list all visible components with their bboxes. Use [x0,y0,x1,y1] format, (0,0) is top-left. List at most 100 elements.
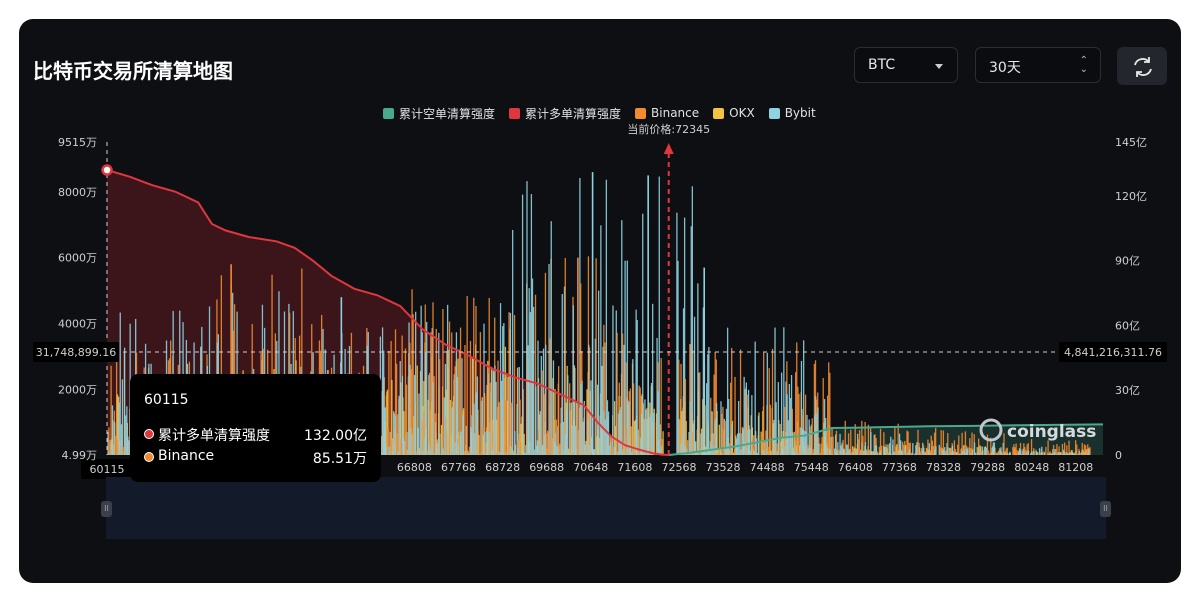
liquidation-bar-bybit [751,395,753,455]
liquidation-bar-binance [731,347,733,455]
liquidation-bar-binance [415,451,418,455]
chart-card: 比特币交易所清算地图 BTC 30天 ⌃ ⌄ 累计空单清算强度 累计多单清算强度 … [19,19,1181,583]
liquidation-bar-bybit [472,358,474,455]
liquidation-bar-binance [603,324,605,455]
legend-item-short[interactable]: 累计空单清算强度 [383,105,495,121]
liquidation-bar-binance [1048,453,1050,455]
liquidation-bar-binance [1056,444,1058,455]
legend-item-binance[interactable]: Binance [635,105,699,121]
liquidation-bar-bybit [944,447,946,455]
liquidation-bar-bybit [728,399,730,455]
liquidation-bar-binance [386,391,388,455]
liquidation-bar-bybit [561,293,563,455]
chevron-down-icon [935,64,943,69]
liquidation-bar-okx [416,365,418,455]
x-tick-label: 67768 [441,461,476,474]
liquidation-bar-bybit [749,429,751,455]
liquidation-bar-binance [989,453,991,455]
liquidation-bar-binance [520,442,522,455]
liquidation-bar-bybit [603,411,605,455]
liquidation-bar-bybit [803,340,805,455]
coin-select[interactable]: BTC [854,47,958,83]
liquidation-bar-binance [838,449,840,455]
liquidation-bar-bybit [897,451,900,455]
range-handle-right[interactable]: II [1100,501,1111,517]
highlight-point [101,164,113,176]
liquidation-bar-binance [829,372,831,455]
liquidation-bar-bybit [550,221,552,455]
liquidation-bar-bybit [853,447,856,455]
liquidation-bar-binance [458,349,461,455]
liquidation-bar-binance [481,426,484,455]
liquidation-bar-binance [903,444,905,455]
period-select[interactable]: 30天 ⌃ ⌄ [975,47,1101,83]
liquidation-bar-bybit [855,451,858,455]
liquidation-bar-binance [577,257,579,455]
legend-label: 累计空单清算强度 [399,106,496,121]
liquidation-bar-binance [564,257,566,455]
liquidation-bar-bybit [885,447,888,455]
liquidation-bar-bybit [709,450,711,455]
liquidation-bar-bybit [1057,452,1059,455]
liquidation-bar-bybit [465,425,468,455]
liquidation-bar-bybit [643,452,645,455]
liquidation-bar-bybit [971,449,973,455]
liquidation-bar-binance [844,420,846,455]
range-slider[interactable] [106,477,1106,539]
liquidation-bar-bybit [769,450,772,455]
liquidation-bar-bybit [1053,453,1055,455]
liquidation-bar-bybit [829,449,831,455]
legend-item-long[interactable]: 累计多单清算强度 [509,105,621,121]
liquidation-bar-okx [662,431,664,455]
coin-select-value: BTC [868,57,896,73]
liquidation-bar-binance [804,394,807,455]
liquidation-bar-bybit [963,449,966,455]
liquidation-bar-binance [960,448,962,455]
liquidation-bar-bybit [914,453,916,455]
liquidation-bar-bybit [627,400,630,455]
y-left-tick-label: 8000万 [58,186,97,199]
liquidation-bar-bybit [766,352,768,455]
liquidation-bar-binance [822,378,824,455]
liquidation-bar-binance [475,306,477,455]
long-cumulative-line [106,169,669,456]
liquidation-bar-binance [850,429,852,455]
liquidation-bar-bybit [934,449,936,455]
liquidation-bar-bybit [434,422,437,455]
liquidation-bar-bybit [645,409,647,455]
liquidation-bar-bybit [765,453,767,455]
legend-item-okx[interactable]: OKX [713,105,755,121]
liquidation-bar-bybit [647,175,649,455]
liquidation-bar-bybit [809,447,811,455]
liquidation-bar-binance [728,443,731,455]
x-tick-label: 81208 [1058,461,1093,474]
liquidation-bar-bybit [626,260,628,455]
legend-item-bybit[interactable]: Bybit [768,105,816,121]
y-right-tick-label: 145亿 [1115,136,1147,149]
liquidation-bar-okx [633,421,636,455]
y-left-tick-label: 9515万 [58,136,97,149]
liquidation-bar-bybit [951,445,954,455]
liquidation-bar-binance [451,332,453,455]
liquidation-bar-bybit [543,435,546,455]
tooltip-value: 85.51万 [312,451,367,467]
liquidation-bar-bybit [757,415,760,455]
liquidation-bar-bybit [615,310,617,455]
liquidation-bar-bybit [849,448,851,455]
liquidation-bar-bybit [649,413,652,455]
liquidation-bar-binance [835,430,838,455]
liquidation-bar-binance [717,453,720,455]
range-handle-left[interactable]: II [101,501,112,517]
liquidation-bar-bybit [642,213,644,455]
refresh-button[interactable] [1117,47,1167,85]
liquidation-bar-bybit [383,350,385,455]
liquidation-bar-binance [1027,443,1029,455]
liquidation-bar-binance [926,447,928,455]
liquidation-bar-bybit [517,447,519,455]
liquidation-bar-bybit [629,445,632,455]
liquidation-bar-binance [445,417,447,455]
liquidation-bar-bybit [119,312,121,455]
liquidation-bar-bybit [771,454,773,455]
tooltip-label: 累计多单清算强度 [158,428,270,444]
liquidation-bar-bybit [1041,446,1043,455]
